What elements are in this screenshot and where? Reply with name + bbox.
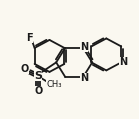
Text: N: N bbox=[80, 42, 88, 52]
Text: N: N bbox=[119, 57, 127, 67]
Text: O: O bbox=[20, 64, 29, 74]
Text: F: F bbox=[27, 33, 33, 43]
Text: S: S bbox=[34, 71, 42, 81]
Text: O: O bbox=[34, 86, 42, 96]
Text: N: N bbox=[80, 73, 88, 83]
Text: CH₃: CH₃ bbox=[46, 80, 62, 89]
